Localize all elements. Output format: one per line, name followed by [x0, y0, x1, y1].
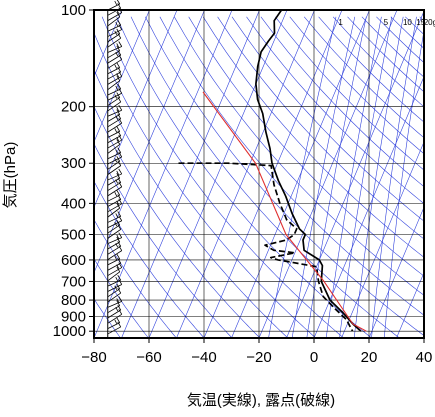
barb-staff — [108, 323, 120, 329]
barb-flag — [117, 156, 120, 161]
y-tick-label: 700 — [61, 273, 86, 290]
barb-staff — [108, 272, 120, 281]
barb-staff — [108, 229, 121, 238]
barb-staff — [108, 98, 120, 106]
barb-flag — [115, 320, 117, 324]
mixing-ratio-label: 5 — [384, 18, 389, 27]
mixing-ratio-line — [372, 17, 417, 338]
wind-barb — [108, 148, 121, 159]
barb-flag — [116, 277, 118, 281]
wind-barb — [108, 0, 120, 10]
dry-adiabat — [73, 17, 288, 338]
mixing-ratio-label: 20g — [424, 18, 435, 27]
isotherm — [369, 10, 435, 338]
isotherm — [424, 10, 435, 338]
barb-flag — [117, 63, 120, 68]
barb-staff — [108, 195, 120, 201]
x-tick-label: 20 — [361, 349, 378, 366]
y-tick-label: 500 — [61, 227, 86, 244]
dry-adiabat — [30, 17, 204, 338]
x-tick-label: −80 — [81, 349, 106, 366]
y-tick-label: 300 — [61, 155, 86, 172]
barb-flag — [117, 220, 120, 225]
barb-flag — [119, 296, 122, 301]
dry-adiabat — [420, 17, 435, 338]
x-tick-label: −20 — [246, 349, 271, 366]
barb-flag — [119, 41, 122, 46]
x-axis-title: 気温(実線), 露点(破線) — [187, 392, 335, 409]
dry-adiabat — [88, 17, 316, 338]
dry-adiabat — [405, 17, 435, 338]
dry-adiabat — [160, 17, 435, 338]
dry-adiabat — [174, 17, 435, 338]
barb-flag — [115, 192, 117, 196]
barb-flag — [118, 20, 121, 25]
barb-flag — [117, 284, 120, 289]
barb-flag — [117, 29, 120, 34]
barb-flag — [115, 65, 117, 69]
x-tick-label: −40 — [191, 349, 216, 366]
barb-flag — [116, 213, 118, 217]
barb-flag — [117, 190, 120, 195]
wind-barb — [108, 20, 121, 31]
barb-staff — [108, 153, 121, 159]
barb-flag — [117, 126, 120, 131]
isotherm — [314, 10, 435, 338]
barb-staff — [108, 161, 120, 169]
barb-flag — [119, 233, 122, 238]
y-tick-label: 100 — [61, 2, 86, 19]
barb-flag — [115, 128, 117, 132]
barb-staff — [108, 238, 122, 244]
y-tick-label: 200 — [61, 99, 86, 116]
mixing-ratio-label: 1 — [338, 18, 343, 27]
barb-flag — [115, 1, 117, 5]
barb-flag — [119, 105, 122, 110]
dry-adiabat — [333, 17, 435, 338]
mixing-ratio-line — [292, 17, 355, 338]
x-tick-label: 0 — [310, 349, 318, 366]
y-tick-label: 1000 — [53, 323, 86, 340]
barb-staff — [108, 110, 122, 116]
y-tick-label: 800 — [61, 292, 86, 309]
y-tick-label: 400 — [61, 195, 86, 212]
barb-staff — [108, 17, 120, 26]
mixing-ratio-label: 10 — [403, 18, 412, 27]
y-tick-label: 600 — [61, 252, 86, 269]
dry-adiabat — [304, 17, 435, 338]
barb-staff — [108, 174, 122, 180]
wind-barb — [108, 275, 121, 286]
dry-adiabat — [189, 17, 435, 338]
y-axis-title: 気圧(hPa) — [2, 142, 19, 209]
dewpoint-profile — [179, 163, 353, 331]
isotherm — [177, 10, 315, 338]
barb-flag — [119, 169, 122, 174]
barb-flag — [117, 318, 120, 323]
dry-adiabat — [232, 17, 435, 338]
isotherm — [67, 10, 205, 338]
barb-staff — [108, 25, 121, 31]
barb-staff — [108, 131, 120, 137]
mixing-ratio-line — [384, 17, 426, 338]
barb-staff — [108, 280, 121, 286]
dry-adiabat — [102, 17, 344, 338]
barb-staff — [108, 46, 122, 52]
dry-adiabat — [59, 17, 260, 338]
x-tick-label: −60 — [136, 349, 161, 366]
x-tick-label: 40 — [416, 349, 433, 366]
barb-staff — [108, 301, 122, 307]
isotherm — [287, 10, 425, 338]
mixing-ratio-line — [340, 17, 392, 338]
dry-adiabat — [376, 17, 435, 338]
barb-flag — [117, 93, 120, 98]
